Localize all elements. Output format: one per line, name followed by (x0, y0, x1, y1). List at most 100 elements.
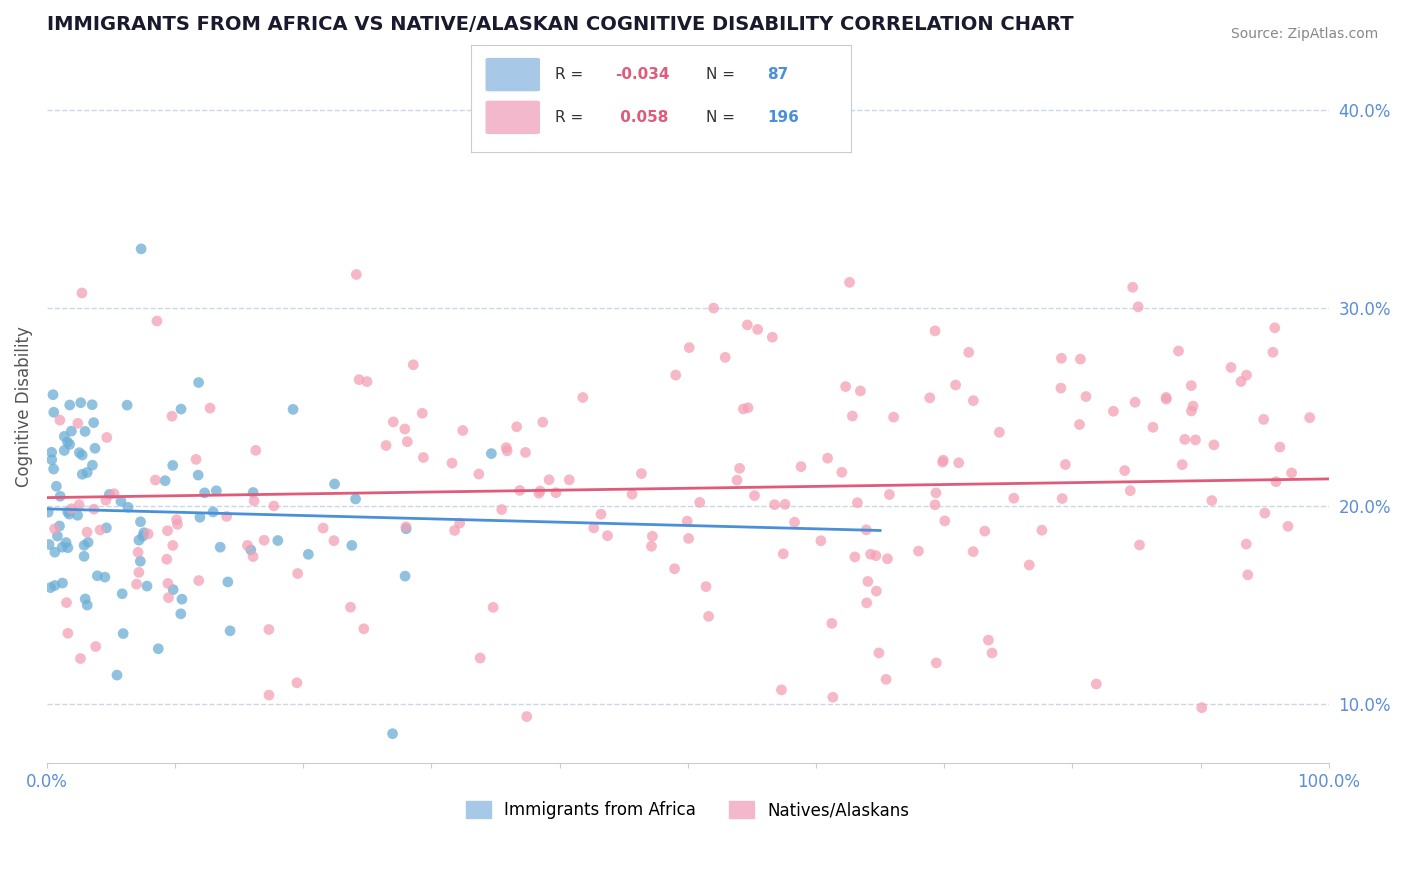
Point (1128, 300, 1150, 314)
Point (865, 584, 887, 599)
Point (73, 538, 96, 552)
Point (129, 554, 152, 568)
Point (236, 538, 259, 552)
Point (375, 438, 398, 452)
Point (312, 521, 335, 535)
Point (468, 467, 491, 481)
Point (925, 656, 948, 670)
Point (621, 487, 644, 501)
Point (1265, 475, 1288, 489)
Point (918, 391, 941, 405)
Point (46, 529, 69, 543)
Point (761, 330, 783, 344)
Text: 0.058: 0.058 (616, 110, 669, 125)
Point (664, 562, 686, 576)
Point (194, 486, 217, 500)
Point (1236, 567, 1258, 582)
Point (67, 498, 90, 512)
Point (506, 419, 529, 434)
Point (1002, 491, 1025, 506)
Point (395, 522, 418, 536)
Point (1018, 558, 1040, 572)
Point (1085, 677, 1108, 691)
Point (725, 473, 748, 487)
Point (145, 473, 167, 487)
Point (1184, 433, 1206, 447)
Point (695, 580, 717, 594)
Text: R =: R = (554, 67, 588, 82)
Point (1171, 458, 1194, 472)
Point (76, 525, 98, 540)
Point (844, 549, 866, 564)
Point (744, 489, 766, 503)
Point (772, 547, 794, 561)
Point (440, 456, 463, 470)
Point (925, 486, 948, 500)
Point (865, 549, 887, 563)
Point (170, 402, 193, 417)
Point (932, 453, 955, 467)
Point (84, 640, 107, 654)
Point (846, 496, 869, 510)
Point (396, 434, 419, 449)
Point (934, 514, 956, 528)
Point (86, 569, 108, 583)
Point (94, 493, 117, 508)
Point (1174, 433, 1197, 447)
Point (60, 424, 83, 438)
Point (148, 641, 170, 656)
Point (856, 574, 879, 589)
Point (1268, 440, 1291, 454)
Point (323, 477, 346, 491)
Point (482, 600, 505, 615)
Point (1154, 392, 1177, 406)
Point (187, 376, 209, 390)
Point (56, 505, 79, 519)
Point (253, 533, 276, 548)
Point (51, 540, 73, 554)
FancyBboxPatch shape (486, 102, 540, 134)
Point (973, 524, 995, 538)
Point (810, 533, 832, 548)
Point (1277, 519, 1299, 533)
Point (105, 668, 128, 682)
Point (44, 578, 66, 592)
Point (558, 473, 581, 487)
Point (132, 525, 155, 540)
Point (988, 425, 1011, 440)
Point (60, 501, 83, 516)
Point (412, 450, 434, 465)
Point (157, 591, 180, 605)
Point (834, 379, 856, 393)
Point (117, 500, 139, 515)
Point (509, 483, 531, 498)
Point (127, 545, 149, 559)
Point (665, 368, 688, 382)
Point (703, 301, 725, 315)
Point (156, 576, 179, 591)
Point (202, 505, 225, 519)
Point (737, 401, 759, 415)
Point (344, 491, 367, 506)
Point (783, 515, 806, 529)
Point (630, 467, 652, 481)
Point (1069, 352, 1091, 367)
Point (875, 673, 897, 687)
Point (75, 591, 97, 606)
Point (187, 574, 209, 588)
Point (38, 537, 60, 551)
Point (344, 268, 367, 282)
Text: 87: 87 (768, 67, 789, 82)
Point (381, 727, 404, 741)
Point (198, 401, 221, 416)
Point (841, 409, 863, 423)
Point (714, 351, 737, 365)
Point (156, 524, 179, 538)
Point (129, 515, 152, 529)
Point (55, 596, 77, 610)
Point (855, 523, 877, 537)
Point (977, 633, 1000, 648)
Point (215, 509, 238, 524)
Point (402, 358, 425, 372)
Point (347, 373, 370, 387)
